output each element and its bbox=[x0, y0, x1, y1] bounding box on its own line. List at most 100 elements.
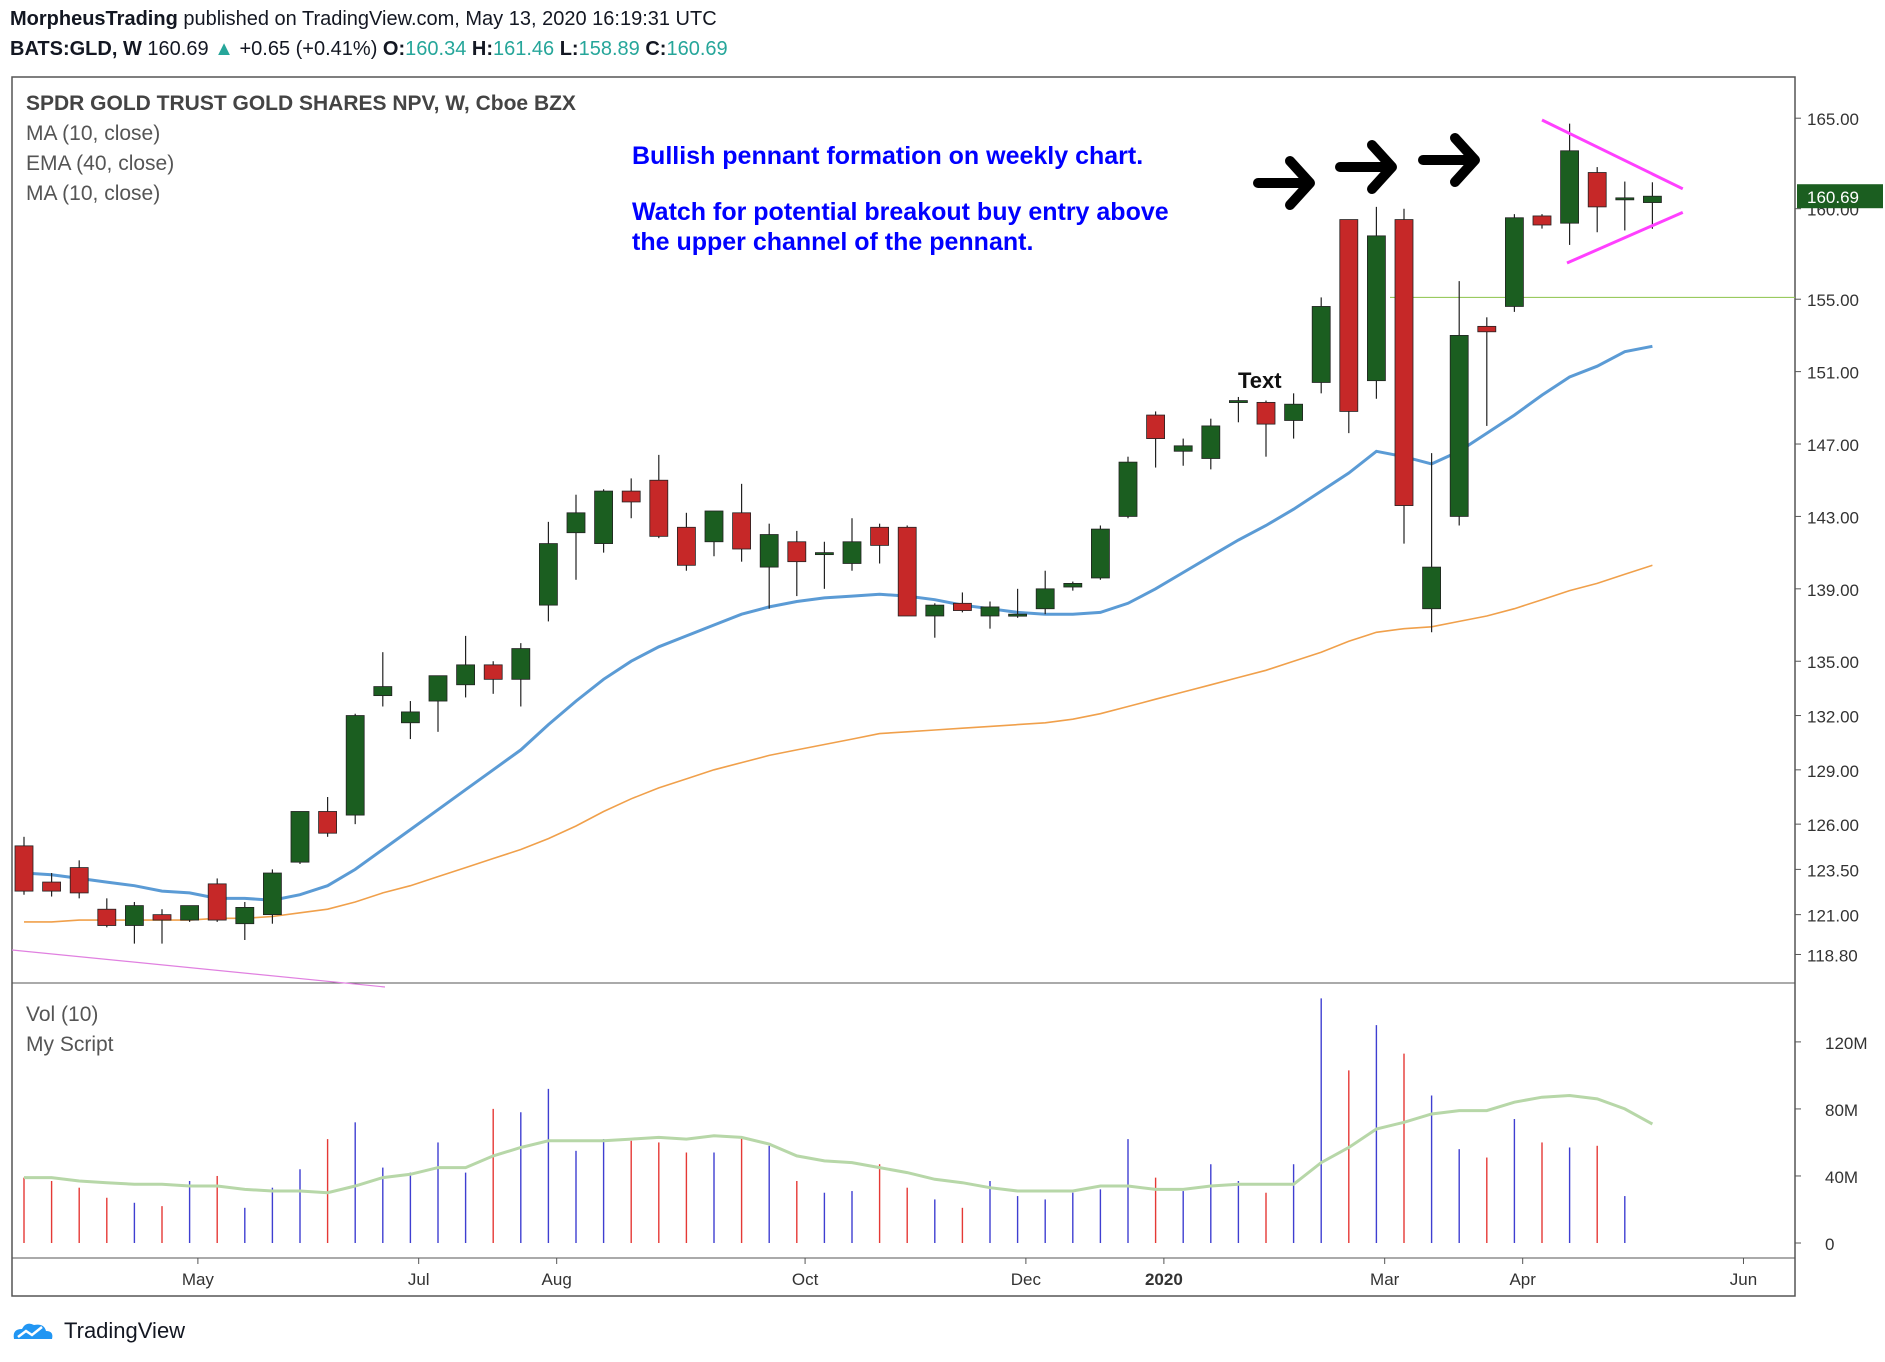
legend-ema-40[interactable]: EMA (40, close) bbox=[26, 152, 175, 175]
price-tick-label: 129.00 bbox=[1807, 762, 1859, 781]
price-tick-label: 126.00 bbox=[1807, 816, 1859, 835]
legend-my-script[interactable]: My Script bbox=[26, 1033, 114, 1056]
candle-body[interactable] bbox=[1063, 582, 1083, 588]
candle-body[interactable] bbox=[97, 908, 117, 926]
volume-tick-label: 80M bbox=[1825, 1101, 1858, 1120]
candle-body[interactable] bbox=[180, 905, 200, 921]
candle-body[interactable] bbox=[870, 526, 889, 546]
candle-body[interactable] bbox=[925, 604, 945, 617]
annotation-line-2[interactable]: Watch for potential breakout buy entry a… bbox=[632, 198, 1169, 226]
open-value: 160.34 bbox=[405, 38, 467, 60]
candle-body[interactable] bbox=[207, 883, 227, 921]
candle-body[interactable] bbox=[483, 664, 503, 680]
ema-40-line[interactable] bbox=[24, 564, 1653, 923]
price-tick-label: 151.00 bbox=[1807, 364, 1859, 383]
pennant-upper-line[interactable] bbox=[1541, 118, 1684, 191]
symbol[interactable]: BATS:GLD, W bbox=[10, 38, 142, 60]
time-tick-label: Aug bbox=[542, 1270, 572, 1289]
candle-body[interactable] bbox=[621, 490, 641, 503]
candle-body[interactable] bbox=[649, 479, 669, 537]
price-tick-label: 123.50 bbox=[1807, 861, 1859, 880]
right-arrow-icon[interactable] bbox=[1335, 140, 1397, 194]
candle-body[interactable] bbox=[125, 905, 144, 926]
candle-body[interactable] bbox=[262, 872, 282, 916]
candle-body[interactable] bbox=[290, 811, 310, 863]
trend-line[interactable] bbox=[11, 949, 386, 988]
candle-body[interactable] bbox=[1560, 150, 1579, 224]
legend-ma-10-second[interactable]: MA (10, close) bbox=[26, 182, 161, 205]
candle-body[interactable] bbox=[1173, 445, 1193, 452]
candle-body[interactable] bbox=[594, 490, 613, 544]
candle-body[interactable] bbox=[400, 711, 420, 724]
candle-body[interactable] bbox=[1394, 219, 1414, 506]
candle-body[interactable] bbox=[14, 845, 34, 892]
candle-body[interactable] bbox=[69, 867, 89, 894]
candle-body[interactable] bbox=[704, 510, 724, 543]
candle-body[interactable] bbox=[1229, 400, 1248, 403]
candle-body[interactable] bbox=[1615, 197, 1635, 201]
candle-body[interactable] bbox=[235, 907, 255, 925]
annotation-line-3[interactable]: the upper channel of the pennant. bbox=[632, 228, 1033, 256]
candle-body[interactable] bbox=[759, 534, 779, 568]
candle-body[interactable] bbox=[897, 526, 917, 617]
candle-body[interactable] bbox=[152, 914, 172, 921]
candle-body[interactable] bbox=[1008, 613, 1027, 617]
right-arrow-icon[interactable] bbox=[1418, 133, 1480, 187]
candle-body[interactable] bbox=[1587, 172, 1607, 208]
candle-body[interactable] bbox=[1339, 219, 1359, 412]
candle-body[interactable] bbox=[953, 602, 972, 611]
candle-body[interactable] bbox=[539, 543, 558, 606]
legend-ma-10[interactable]: MA (10, close) bbox=[26, 122, 161, 145]
candle-body[interactable] bbox=[318, 811, 338, 834]
candle-body[interactable] bbox=[1256, 401, 1276, 425]
candle-body[interactable] bbox=[1422, 566, 1441, 610]
candle-body[interactable] bbox=[1091, 528, 1110, 579]
right-arrow-icon[interactable] bbox=[1253, 156, 1315, 210]
candle-body[interactable] bbox=[1477, 325, 1497, 333]
volume-tick-label: 120M bbox=[1825, 1034, 1868, 1053]
candle-body[interactable] bbox=[1505, 217, 1524, 307]
close-value: 160.69 bbox=[666, 38, 728, 60]
legend-volume[interactable]: Vol (10) bbox=[26, 1003, 99, 1026]
price-tick-label: 143.00 bbox=[1807, 508, 1859, 527]
last-price-badge bbox=[1797, 184, 1883, 209]
open-label: O: bbox=[382, 38, 406, 60]
candle-body[interactable] bbox=[1118, 461, 1138, 517]
candle-body[interactable] bbox=[1146, 414, 1165, 439]
ohlc-line: BATS:GLD, W 160.69 ▲ +0.65 (+0.41%) O:16… bbox=[10, 38, 728, 61]
candle-body[interactable] bbox=[1284, 403, 1303, 421]
candle-body[interactable] bbox=[1035, 588, 1055, 610]
candle-body[interactable] bbox=[1449, 335, 1469, 517]
candle-body[interactable] bbox=[1643, 195, 1662, 203]
candle-body[interactable] bbox=[1532, 215, 1552, 226]
candle-body[interactable] bbox=[373, 686, 393, 697]
candle-body[interactable] bbox=[345, 715, 365, 816]
candle-body[interactable] bbox=[1311, 306, 1331, 383]
footer-brand[interactable]: TradingView bbox=[10, 1318, 185, 1344]
candle-body[interactable] bbox=[980, 606, 1000, 617]
text-label[interactable]: Text bbox=[1238, 368, 1282, 393]
candle-body[interactable] bbox=[456, 664, 476, 686]
time-tick-label: May bbox=[182, 1270, 215, 1289]
candle-body[interactable] bbox=[677, 526, 696, 566]
candle-body[interactable] bbox=[428, 675, 448, 702]
instrument-title: SPDR GOLD TRUST GOLD SHARES NPV, W, Cboe… bbox=[26, 92, 576, 115]
annotation-line-1[interactable]: Bullish pennant formation on weekly char… bbox=[632, 142, 1143, 170]
candle-body[interactable] bbox=[511, 648, 531, 680]
volume-ma-line[interactable] bbox=[24, 1093, 1654, 1195]
candle-body[interactable] bbox=[1367, 235, 1386, 382]
tradingview-logo-icon bbox=[13, 1323, 53, 1339]
candle-body[interactable] bbox=[566, 512, 586, 534]
candle-body[interactable] bbox=[815, 552, 834, 556]
chart-frame bbox=[11, 76, 1796, 1297]
pennant-lower-line[interactable] bbox=[1566, 210, 1684, 265]
price-tick-label: 118.80 bbox=[1807, 946, 1858, 965]
publisher-name[interactable]: MorpheusTrading bbox=[10, 8, 178, 30]
candle-body[interactable] bbox=[732, 512, 751, 550]
candle-body[interactable] bbox=[42, 881, 61, 892]
candle-body[interactable] bbox=[787, 541, 807, 563]
candle-body[interactable] bbox=[1201, 425, 1221, 459]
ma-10-line[interactable] bbox=[23, 344, 1653, 902]
candle-body[interactable] bbox=[842, 541, 862, 564]
